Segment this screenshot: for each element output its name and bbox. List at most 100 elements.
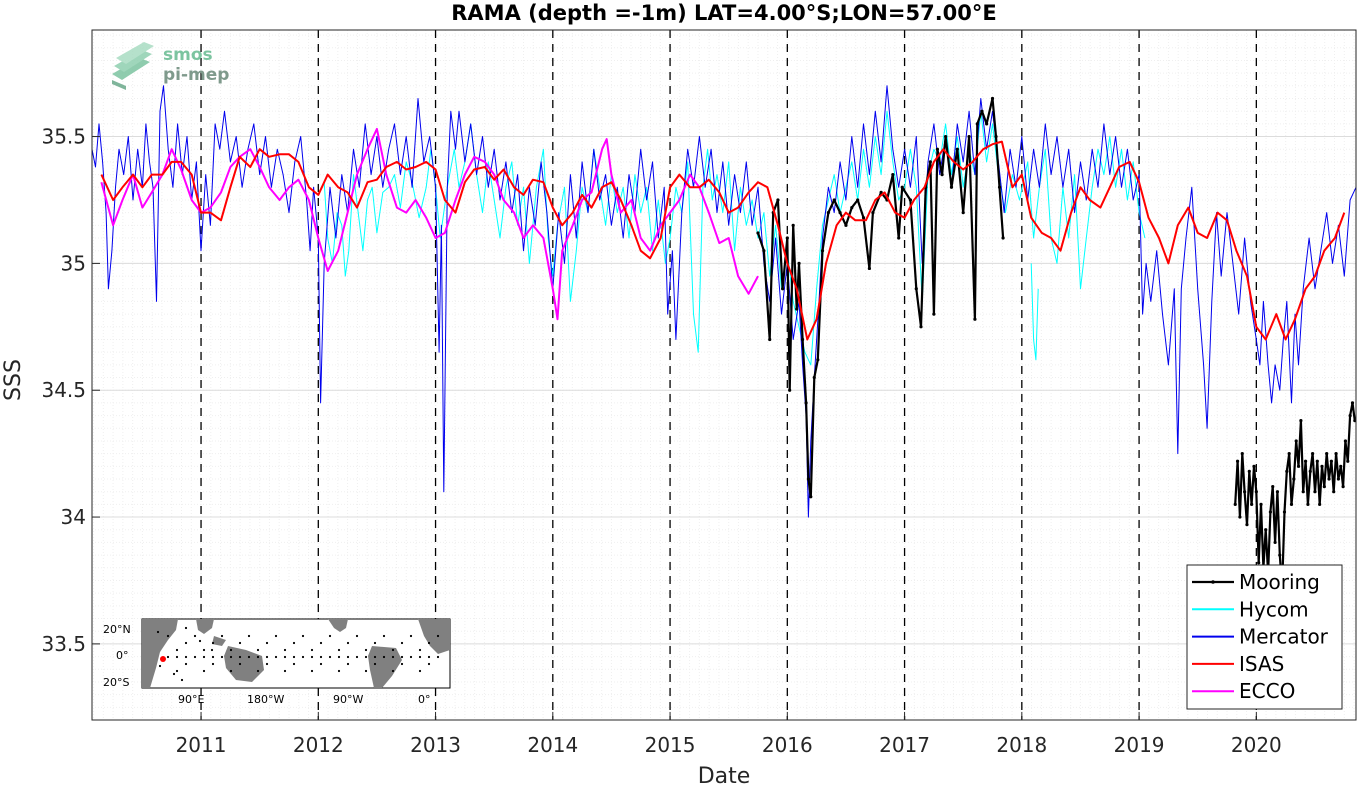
series-point-mooring <box>1240 452 1244 456</box>
series-line-mercator <box>91 85 1357 518</box>
inset-lon-label-180w: 180°W <box>247 693 284 706</box>
series-point-mooring <box>1247 469 1251 473</box>
series-point-mooring <box>791 223 795 227</box>
series-point-mooring <box>1235 459 1240 463</box>
legend-label-mercator: Mercator <box>1239 625 1329 649</box>
series-point-mooring <box>940 172 944 177</box>
inset-mooring-dot <box>400 662 404 666</box>
series-point-mooring <box>1303 459 1308 463</box>
y-tick-labels: 33.5 34 34.5 35 35.5 <box>41 125 86 656</box>
series-point-mooring <box>944 134 948 139</box>
inset-mooring-dot <box>274 655 278 659</box>
series-line-mooring <box>1234 401 1356 590</box>
inset-mooring-dot <box>418 648 422 652</box>
series-point-mooring <box>768 337 772 342</box>
series-point-mooring <box>1299 419 1303 423</box>
series-point-mooring <box>804 401 808 405</box>
series-point-mooring <box>800 337 805 342</box>
series-point-mooring <box>1259 502 1263 506</box>
series-point-mooring <box>820 249 825 253</box>
series-point-mooring <box>914 287 918 291</box>
inset-mooring-dot <box>319 641 323 645</box>
inset-mooring-dot <box>193 634 197 638</box>
series-point-mooring <box>1334 452 1338 456</box>
series-point-mooring <box>756 231 760 235</box>
inset-mooring-dot <box>337 669 341 673</box>
series-point-mooring <box>935 147 940 151</box>
inset-mooring-dot <box>337 648 341 652</box>
series-point-mooring <box>1243 490 1247 494</box>
inset-mooring-dot <box>193 655 197 659</box>
series-point-mooring <box>1287 452 1291 456</box>
inset-mooring-dot <box>328 655 332 659</box>
series-point-mooring <box>1289 502 1294 506</box>
inset-mooring-dot <box>247 655 251 659</box>
series-point-mooring <box>1254 490 1258 494</box>
inset-mooring-dot <box>229 655 233 659</box>
inset-mooring-dot <box>166 634 170 638</box>
series-point-mooring <box>788 388 792 392</box>
inset-mooring-dot <box>283 669 287 673</box>
series-point-mooring <box>994 134 998 139</box>
series-layer <box>91 85 1357 590</box>
inset-map-ocean <box>141 618 451 689</box>
inset-mooring-dot <box>346 641 350 645</box>
series-point-mooring <box>1350 401 1355 405</box>
inset-mooring-dot <box>180 678 184 682</box>
series-point-mooring <box>1322 485 1326 489</box>
series-point-mooring <box>1264 528 1268 532</box>
series-point-mooring <box>1325 452 1329 456</box>
series-point-mooring <box>776 198 780 202</box>
inset-mooring-dot <box>202 669 206 673</box>
inset-mooring-dot <box>172 672 176 676</box>
series-point-mooring <box>850 205 854 210</box>
series-point-mooring <box>1275 490 1280 494</box>
legend-marker-mooring <box>1211 580 1215 584</box>
series-point-mooring <box>1329 459 1333 463</box>
inset-mooring-dot <box>346 655 350 659</box>
series-point-mooring <box>985 122 989 126</box>
inset-mooring-dot <box>202 655 206 659</box>
series-point-mooring <box>1278 553 1282 557</box>
series-point-mooring <box>900 185 904 189</box>
series-point-mooring <box>1271 485 1275 489</box>
inset-mooring-dot <box>391 655 395 659</box>
inset-mooring-dot <box>427 655 431 659</box>
series-point-mooring <box>1332 490 1336 494</box>
x-tick-label: 2013 <box>410 733 461 757</box>
smos-pi-mep-logo: smos pi-mep <box>112 42 229 90</box>
legend-label-mooring: Mooring <box>1239 570 1320 594</box>
inset-lat-label-20n: 20°N <box>103 623 131 636</box>
inset-mooring-dot <box>210 648 214 652</box>
inset-mooring-dot <box>238 662 242 666</box>
series-point-mooring <box>1343 439 1348 443</box>
inset-mooring-dot <box>373 662 377 666</box>
inset-lon-label-0: 0° <box>418 693 431 706</box>
inset-mooring-dot <box>265 655 269 659</box>
axes-background <box>92 30 1356 720</box>
legend-items: Mooring Hycom Mercator ISAS ECCO <box>1192 570 1329 703</box>
series-point-mooring <box>1252 464 1256 468</box>
legend-label-isas: ISAS <box>1239 652 1284 676</box>
inset-mooring-dot <box>211 662 215 666</box>
inset-mooring-dot <box>166 655 170 659</box>
series-point-mooring <box>879 190 883 194</box>
inset-mooring-dot <box>211 641 215 645</box>
x-tick-label: 2017 <box>879 733 930 757</box>
series-point-mooring <box>838 211 842 215</box>
series-point-mooring <box>809 495 813 499</box>
inset-mooring-dot <box>198 639 202 643</box>
x-tick-label: 2020 <box>1231 733 1282 757</box>
x-tick-label: 2011 <box>176 733 227 757</box>
inset-mooring-dot <box>175 655 179 659</box>
selected-mooring-marker <box>160 656 166 662</box>
series-point-mooring <box>844 223 848 227</box>
series-point-mooring <box>812 375 816 380</box>
y-axis-label: SSS <box>1 359 26 401</box>
y-tick-label: 33.5 <box>41 632 86 656</box>
series-point-mooring <box>1301 490 1305 494</box>
inset-mooring-dot <box>158 664 162 668</box>
inset-mooring-dot <box>337 655 341 659</box>
inset-mooring-dot <box>301 634 305 638</box>
